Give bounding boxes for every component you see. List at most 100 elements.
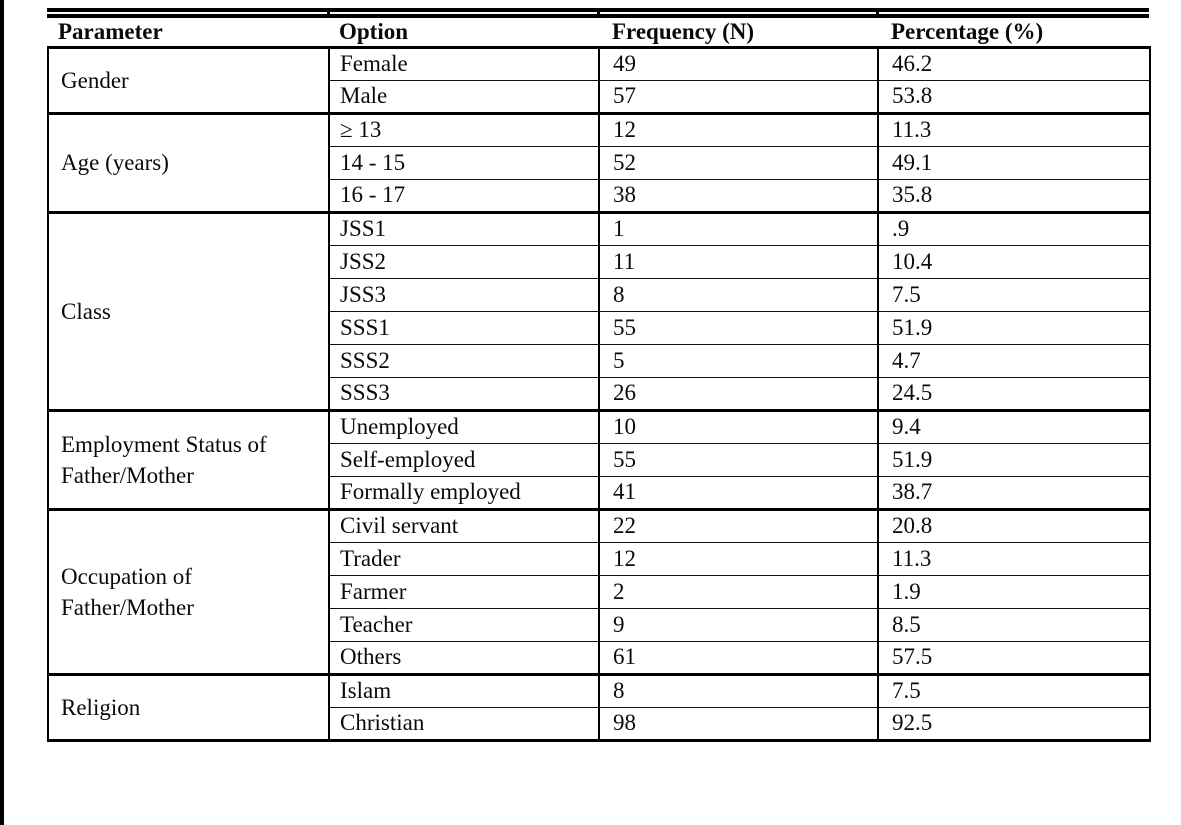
frequency-cell: 26 <box>598 376 879 411</box>
percentage-cell: 20.8 <box>877 507 1151 543</box>
header-row: Parameter Option Frequency (N) Percentag… <box>48 18 1150 49</box>
percentage-cell: 51.9 <box>877 310 1151 345</box>
table-row: Formally employed 41 38.7 <box>48 475 1151 510</box>
column-header-option: Option <box>329 18 599 49</box>
option-cell: 14 - 15 <box>328 145 600 180</box>
frequency-cell: 38 <box>598 178 879 213</box>
option-cell: JSS3 <box>328 277 600 312</box>
percentage-cell: 1.9 <box>877 574 1151 609</box>
frequency-cell: 1 <box>598 210 879 246</box>
frequency-cell: 11 <box>598 244 879 279</box>
option-cell: JSS1 <box>328 210 600 246</box>
percentage-cell: 38.7 <box>877 475 1151 510</box>
column-header-frequency: Frequency (N) <box>599 18 878 49</box>
scan-edge-bar <box>0 0 4 825</box>
option-cell: SSS3 <box>328 376 600 411</box>
table-row: Class JSS1 1 .9 <box>47 210 1151 411</box>
column-header-parameter: Parameter <box>48 18 329 49</box>
frequency-cell: 41 <box>598 475 879 510</box>
frequency-cell: 61 <box>598 640 879 675</box>
frequency-cell: 55 <box>598 442 879 477</box>
header-divider-tick <box>327 8 330 18</box>
parameter-cell: Gender <box>47 45 330 114</box>
percentage-cell: .9 <box>877 210 1151 246</box>
table-row: Others 61 57.5 <box>48 640 1151 675</box>
percentage-cell: 53.8 <box>877 79 1151 114</box>
parameter-cell: Age (years) <box>47 111 330 213</box>
table-row: Gender Female 49 46.2 <box>47 45 1151 114</box>
parameter-cell: Occupation of Father/Mother <box>47 507 330 675</box>
parameter-cell: Class <box>47 210 330 411</box>
option-cell: JSS2 <box>328 244 600 279</box>
percentage-cell: 10.4 <box>877 244 1151 279</box>
option-cell: Male <box>328 79 600 114</box>
percentage-cell: 51.9 <box>877 442 1151 477</box>
option-cell: Formally employed <box>328 475 600 510</box>
frequency-cell: 2 <box>598 574 879 609</box>
table-row: Teacher 9 8.5 <box>48 607 1151 642</box>
group-gender: Gender Female 49 46.2 Male 57 53.8 <box>47 45 1151 114</box>
option-cell: Civil servant <box>328 507 600 543</box>
frequency-cell: 9 <box>598 607 879 642</box>
percentage-cell: 9.4 <box>877 408 1151 444</box>
table-row: Occupation of Father/Mother Civil servan… <box>47 507 1151 675</box>
frequency-cell: 22 <box>598 507 879 543</box>
group-class: Class JSS1 1 .9 JSS2 11 10.4 JSS3 8 7.5 … <box>47 210 1151 411</box>
option-cell: Teacher <box>328 607 600 642</box>
percentage-cell: 92.5 <box>877 706 1151 742</box>
option-cell: 16 - 17 <box>328 178 600 213</box>
percentage-cell: 49.1 <box>877 145 1151 180</box>
frequency-cell: 55 <box>598 310 879 345</box>
percentage-cell: 35.8 <box>877 178 1151 213</box>
option-cell: Female <box>328 45 600 81</box>
option-cell: SSS1 <box>328 310 600 345</box>
frequency-cell: 52 <box>598 145 879 180</box>
table-row: Christian 98 92.5 <box>48 706 1151 742</box>
frequency-cell: 98 <box>598 706 879 742</box>
table-row: SSS1 55 51.9 <box>48 310 1151 345</box>
frequency-cell: 57 <box>598 79 879 114</box>
frequency-cell: 49 <box>598 45 879 81</box>
table-container: Parameter Option Frequency (N) Percentag… <box>47 8 1151 742</box>
percentage-cell: 57.5 <box>877 640 1151 675</box>
table-row: 16 - 17 38 35.8 <box>48 178 1151 213</box>
table-row: 14 - 15 52 49.1 <box>48 145 1151 180</box>
table-row: Male 57 53.8 <box>48 79 1151 114</box>
table-row: Religion Islam 8 7.5 <box>47 672 1151 742</box>
percentage-cell: 4.7 <box>877 343 1151 378</box>
frequency-cell: 5 <box>598 343 879 378</box>
option-cell: Farmer <box>328 574 600 609</box>
table-row: Age (years) ≥ 13 12 11.3 <box>47 111 1151 213</box>
percentage-cell: 11.3 <box>877 541 1151 576</box>
parameter-cell: Employment Status of Father/Mother <box>47 408 330 510</box>
option-cell: ≥ 13 <box>328 111 600 147</box>
option-cell: Others <box>328 640 600 675</box>
demographics-table: Parameter Option Frequency (N) Percentag… <box>47 18 1151 742</box>
percentage-cell: 46.2 <box>877 45 1151 81</box>
percentage-cell: 8.5 <box>877 607 1151 642</box>
table-row: Trader 12 11.3 <box>48 541 1151 576</box>
table-row: Farmer 2 1.9 <box>48 574 1151 609</box>
frequency-cell: 10 <box>598 408 879 444</box>
option-cell: Christian <box>328 706 600 742</box>
option-cell: SSS2 <box>328 343 600 378</box>
option-cell: Islam <box>328 672 600 708</box>
percentage-cell: 11.3 <box>877 111 1151 147</box>
group-occupation: Occupation of Father/Mother Civil servan… <box>47 507 1151 675</box>
header-divider-tick <box>597 8 600 18</box>
option-cell: Trader <box>328 541 600 576</box>
percentage-cell: 24.5 <box>877 376 1151 411</box>
table-row: Employment Status of Father/Mother Unemp… <box>47 408 1151 510</box>
frequency-cell: 8 <box>598 672 879 708</box>
column-header-percentage: Percentage (%) <box>878 18 1150 49</box>
percentage-cell: 7.5 <box>877 672 1151 708</box>
parameter-cell: Religion <box>47 672 330 742</box>
group-age: Age (years) ≥ 13 12 11.3 14 - 15 52 49.1… <box>47 111 1151 213</box>
option-cell: Unemployed <box>328 408 600 444</box>
group-employment-status: Employment Status of Father/Mother Unemp… <box>47 408 1151 510</box>
percentage-cell: 7.5 <box>877 277 1151 312</box>
option-cell: Self-employed <box>328 442 600 477</box>
group-religion: Religion Islam 8 7.5 Christian 98 92.5 <box>47 672 1151 742</box>
frequency-cell: 8 <box>598 277 879 312</box>
